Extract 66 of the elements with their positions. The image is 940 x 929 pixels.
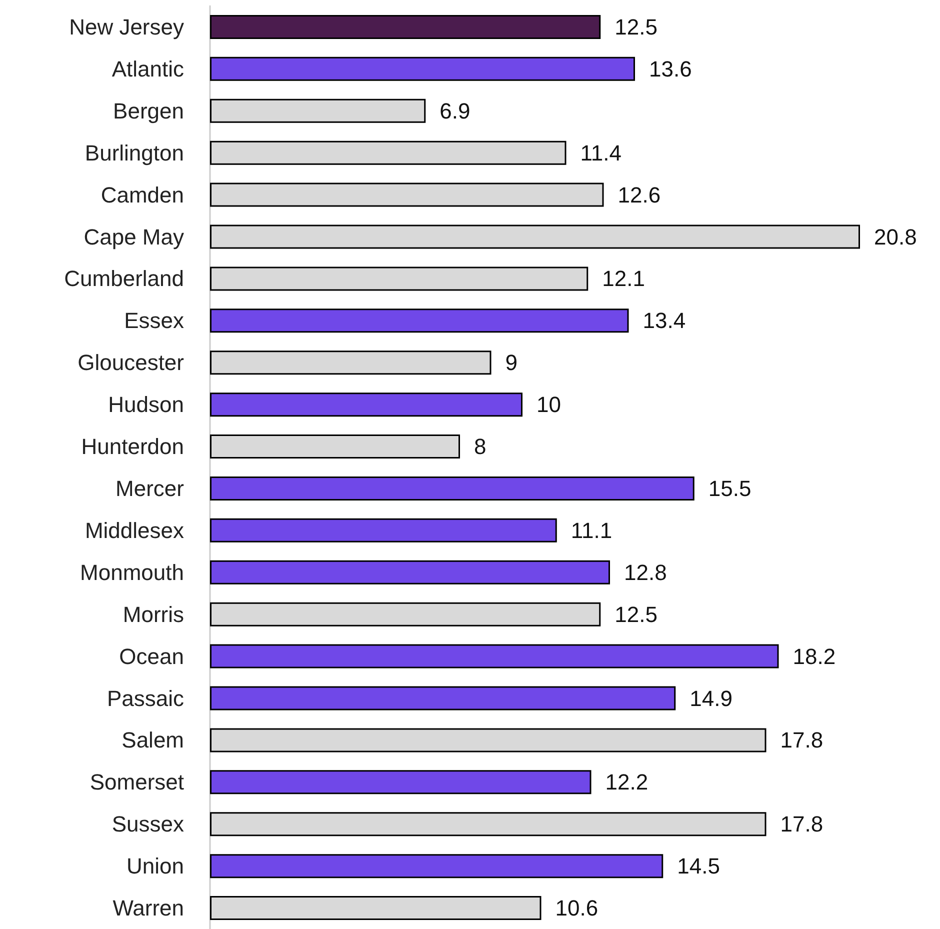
y-tick-label: Ocean bbox=[119, 644, 184, 669]
bar bbox=[210, 392, 522, 417]
data-label: 13.4 bbox=[642, 308, 686, 334]
bar bbox=[210, 434, 460, 459]
bar bbox=[210, 728, 766, 752]
data-label: 6.9 bbox=[440, 98, 470, 124]
data-label: 9 bbox=[505, 350, 518, 376]
bar bbox=[210, 56, 635, 81]
data-label: 15.5 bbox=[708, 476, 752, 501]
y-tick-label: Salem bbox=[122, 728, 184, 753]
data-label: 11.1 bbox=[570, 518, 612, 543]
y-tick-label: Atlantic bbox=[112, 56, 184, 82]
bar bbox=[210, 812, 766, 836]
y-tick-label: Union bbox=[126, 854, 184, 879]
data-label: 20.8 bbox=[874, 224, 917, 250]
y-tick-label: Warren bbox=[112, 896, 184, 921]
y-tick-label: Somerset bbox=[90, 770, 184, 795]
bar bbox=[210, 350, 492, 375]
bar bbox=[210, 686, 676, 710]
data-label: 17.8 bbox=[780, 812, 824, 837]
y-tick-label: Essex bbox=[124, 308, 184, 334]
bar bbox=[210, 602, 601, 626]
data-label: 12.2 bbox=[605, 770, 648, 795]
y-tick-label: Hunterdon bbox=[81, 434, 184, 460]
y-tick-label: Hudson bbox=[108, 392, 184, 418]
y-tick-label: Monmouth bbox=[80, 560, 184, 585]
bar bbox=[210, 224, 860, 249]
data-label: 8 bbox=[474, 434, 486, 460]
bar bbox=[210, 476, 694, 500]
bar bbox=[210, 140, 566, 165]
bar bbox=[210, 518, 557, 542]
data-label: 13.6 bbox=[649, 56, 692, 82]
y-tick-label: New Jersey bbox=[69, 14, 184, 40]
data-label: 17.8 bbox=[780, 728, 824, 753]
bar bbox=[210, 644, 779, 668]
y-tick-label: Cape May bbox=[84, 224, 184, 250]
data-label: 10.6 bbox=[555, 896, 598, 921]
data-label: 12.8 bbox=[624, 560, 667, 585]
bar bbox=[210, 266, 588, 291]
bar bbox=[210, 14, 601, 39]
y-tick-label: Passaic bbox=[106, 686, 184, 711]
bar bbox=[210, 98, 426, 123]
y-tick-label: Middlesex bbox=[84, 518, 184, 543]
data-label: 18.2 bbox=[792, 644, 836, 669]
bar bbox=[210, 770, 592, 794]
data-label: 12.5 bbox=[614, 14, 658, 40]
y-tick-label: Cumberland bbox=[64, 266, 184, 292]
data-label: 11.4 bbox=[580, 140, 622, 166]
bar bbox=[210, 560, 610, 584]
bar bbox=[210, 854, 664, 878]
y-tick-label: Mercer bbox=[116, 476, 184, 501]
y-tick-label: Sussex bbox=[112, 812, 184, 837]
data-label: 14.9 bbox=[690, 686, 732, 711]
y-tick-label: Camden bbox=[100, 182, 184, 208]
data-label: 12.6 bbox=[618, 182, 661, 208]
bar bbox=[210, 308, 629, 333]
y-tick-label: Gloucester bbox=[78, 350, 184, 376]
bar bbox=[210, 896, 542, 920]
y-tick-label: Burlington bbox=[84, 140, 184, 166]
data-label: 12.1 bbox=[602, 266, 645, 292]
data-label: 14.5 bbox=[677, 854, 720, 879]
data-label: 10 bbox=[536, 392, 561, 418]
data-label: 12.5 bbox=[614, 602, 658, 627]
y-tick-label: Bergen bbox=[113, 98, 184, 124]
bar bbox=[210, 182, 604, 207]
y-tick-label: Morris bbox=[122, 602, 184, 627]
